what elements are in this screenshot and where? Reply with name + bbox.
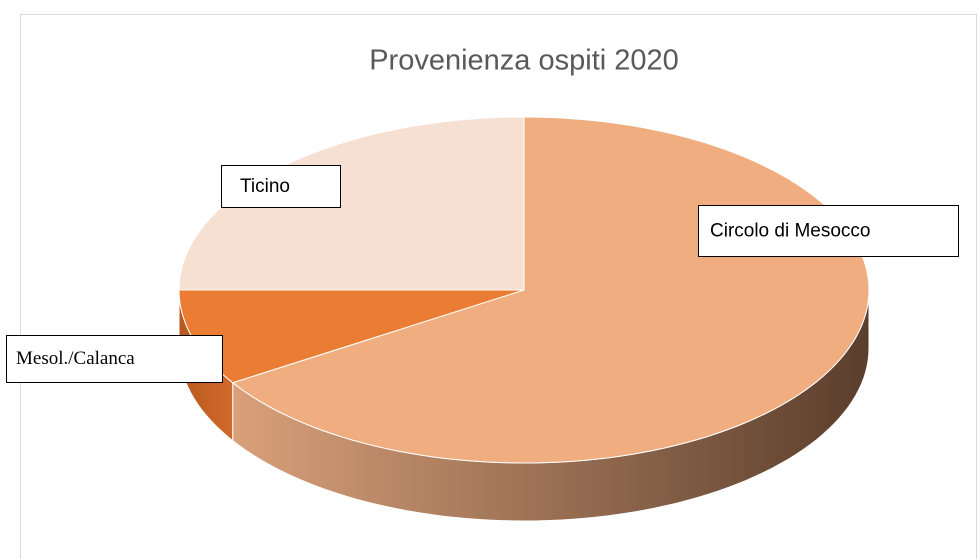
- label-box: [221, 165, 341, 208]
- data-label: Mesol./Calanca: [16, 348, 135, 369]
- labels: Circolo di Mesocco Mesol./Calanca Ticino: [6, 165, 959, 383]
- pie-slice: [231, 116, 870, 464]
- chart-title: Provenienza ospiti 2020: [369, 45, 679, 77]
- pie: [178, 116, 870, 522]
- data-label: Circolo di Mesocco: [710, 221, 871, 242]
- label-box: [6, 335, 223, 383]
- label-box: [698, 205, 959, 257]
- data-label: Ticino: [240, 176, 290, 197]
